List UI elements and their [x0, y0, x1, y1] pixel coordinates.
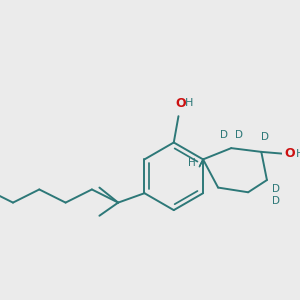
- Text: O: O: [175, 97, 186, 110]
- Text: D: D: [220, 130, 228, 140]
- Text: O: O: [284, 147, 295, 160]
- Text: H: H: [188, 158, 196, 168]
- Polygon shape: [199, 159, 203, 167]
- Text: D: D: [272, 196, 280, 206]
- Text: D: D: [235, 130, 243, 140]
- Text: H: H: [184, 98, 193, 108]
- Text: D: D: [272, 184, 280, 194]
- Text: D: D: [261, 132, 269, 142]
- Text: H: H: [296, 149, 300, 159]
